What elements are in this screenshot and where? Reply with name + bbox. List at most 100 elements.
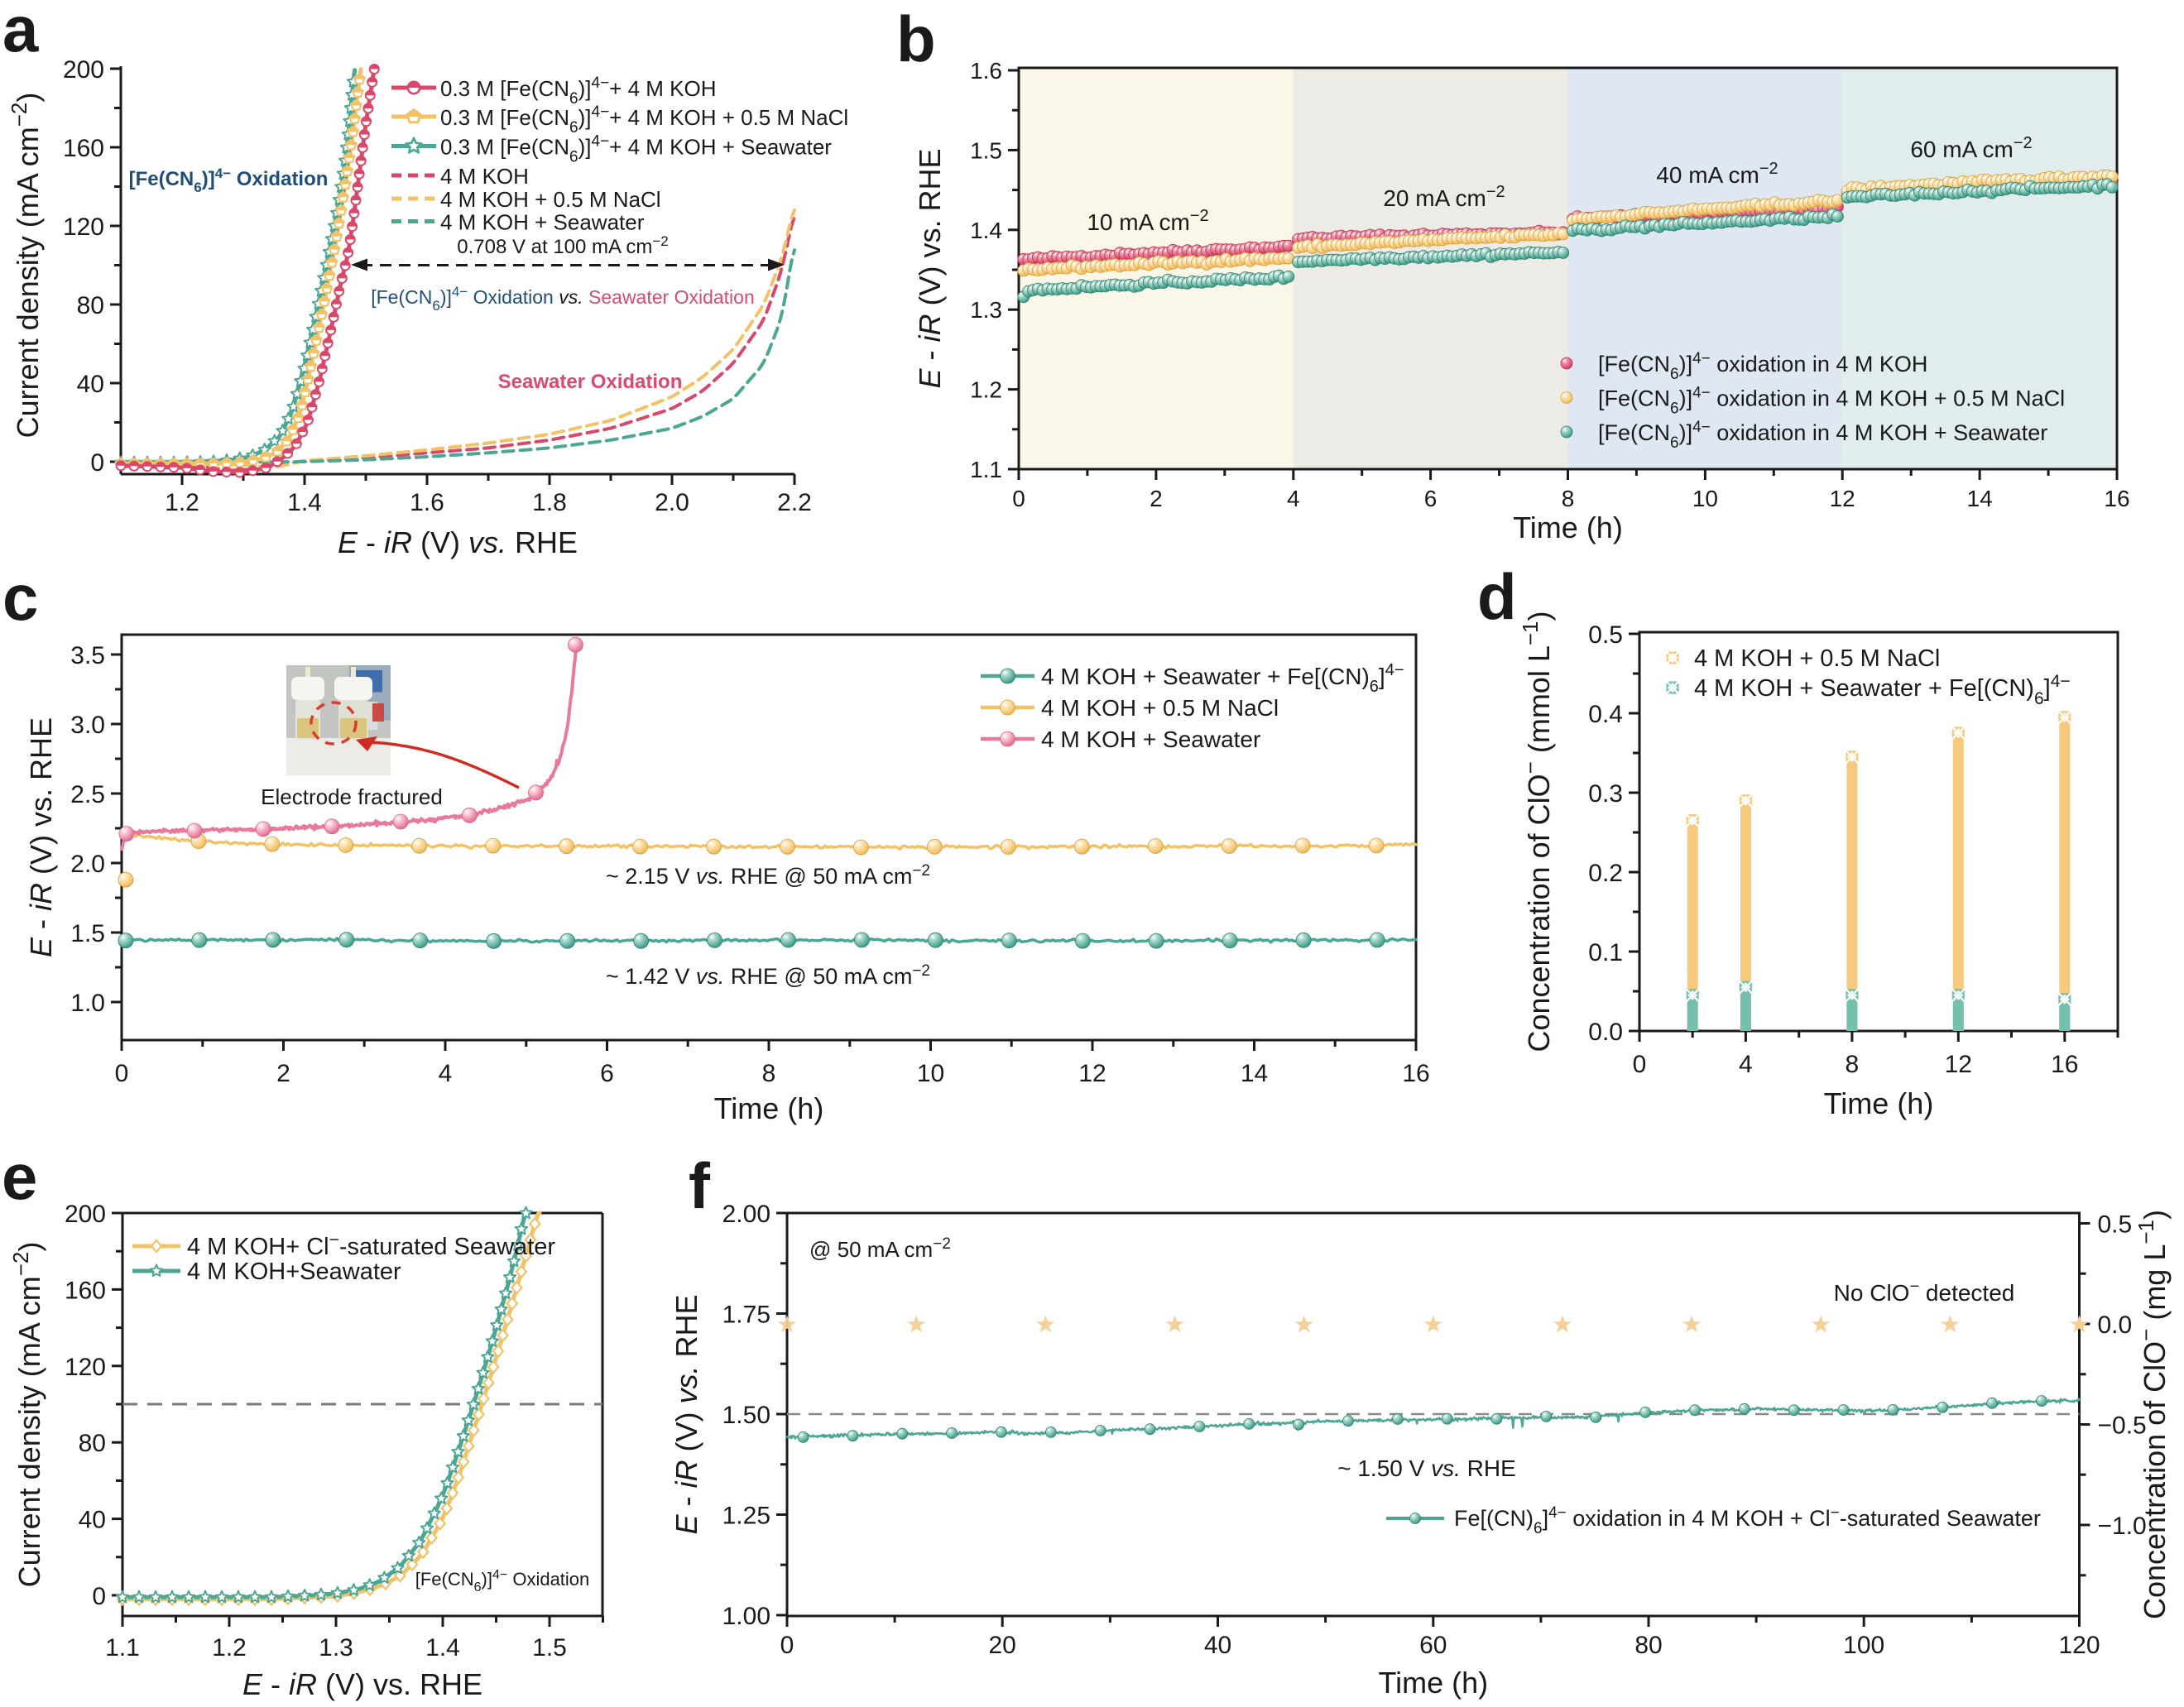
svg-text:4: 4 — [1287, 486, 1300, 511]
svg-text:E - iR (V) vs. RHE: E - iR (V) vs. RHE — [338, 525, 578, 559]
svg-text:4 M KOH + Seawater + Fe[(CN)6​: 4 M KOH + Seawater + Fe[(CN)6​]4−​ — [1041, 661, 1404, 696]
svg-text:160: 160 — [63, 135, 104, 162]
svg-text:120: 120 — [63, 213, 104, 241]
svg-text:0.5: 0.5 — [1588, 621, 1623, 649]
svg-text:1.2: 1.2 — [212, 1634, 247, 1661]
svg-text:6: 6 — [600, 1060, 614, 1087]
svg-text:40: 40 — [1204, 1632, 1231, 1659]
svg-text:[Fe(CN6​)]4−​ oxidation in 4 M: [Fe(CN6​)]4−​ oxidation in 4 M KOH — [1598, 350, 1927, 383]
svg-text:d: d — [1477, 560, 1517, 633]
svg-text:20 mA cm−2​: 20 mA cm−2​ — [1383, 183, 1505, 211]
svg-text:1.5: 1.5 — [970, 137, 1002, 163]
svg-text:40: 40 — [77, 371, 104, 398]
svg-text:60: 60 — [1419, 1632, 1447, 1659]
svg-text:2.2: 2.2 — [777, 489, 812, 516]
svg-text:Time (h): Time (h) — [1824, 1086, 1934, 1120]
svg-text:4 M KOH + Seawater: 4 M KOH + Seawater — [1041, 726, 1260, 752]
svg-text:8: 8 — [1562, 486, 1575, 511]
svg-text:2.00: 2.00 — [722, 1201, 770, 1228]
svg-text:0.3 M [Fe(CN6​)]4−​+ 4 M KOH +: 0.3 M [Fe(CN6​)]4−​+ 4 M KOH + 0.5 M NaC… — [440, 103, 848, 137]
svg-text:2.0: 2.0 — [70, 851, 105, 878]
svg-text:E - iR (V) vs. RHE: E - iR (V) vs. RHE — [24, 717, 58, 957]
svg-text:[Fe(CN6​)]4−​ oxidation in 4 M: [Fe(CN6​)]4−​ oxidation in 4 M KOH + Sea… — [1598, 419, 2047, 452]
svg-text:10: 10 — [1692, 486, 1718, 511]
svg-text:E - iR (V) vs. RHE: E - iR (V) vs. RHE — [913, 148, 947, 388]
svg-text:40 mA cm−2​: 40 mA cm−2​ — [1656, 160, 1778, 188]
svg-text:[Fe(CN6​)]4−​ Oxidation vs. Se: [Fe(CN6​)]4−​ Oxidation vs. Seawater Oxi… — [371, 284, 755, 314]
svg-text:10 mA cm−2​: 10 mA cm−2​ — [1087, 207, 1208, 235]
svg-text:0.3: 0.3 — [1588, 780, 1623, 808]
svg-text:E - iR (V) vs. RHE: E - iR (V) vs. RHE — [670, 1294, 703, 1534]
svg-text:4 M KOH+ Cl−​-saturated Seawat: 4 M KOH+ Cl−​-saturated Seawater — [187, 1230, 555, 1260]
svg-text:0.3 M [Fe(CN6​)]4−​+ 4 M KOH: 0.3 M [Fe(CN6​)]4−​+ 4 M KOH — [440, 74, 717, 108]
svg-text:0.0: 0.0 — [2098, 1311, 2133, 1339]
svg-text:4 M KOH + Seawater + Fe[(CN)6​: 4 M KOH + Seawater + Fe[(CN)6​]4−​ — [1694, 672, 2071, 708]
svg-text:1.5: 1.5 — [70, 920, 105, 947]
svg-text:4 M KOH+Seawater: 4 M KOH+Seawater — [187, 1259, 401, 1285]
svg-text:Concentration of ClO−​ (mmol: Concentration of ClO−​ (mmol L−1​) — [1518, 611, 1556, 1052]
svg-text:0.0: 0.0 — [1588, 1019, 1623, 1046]
svg-text:1.75: 1.75 — [722, 1302, 770, 1329]
svg-text:8: 8 — [762, 1060, 776, 1087]
svg-text:4: 4 — [439, 1060, 453, 1087]
svg-text:2.0: 2.0 — [655, 489, 689, 516]
svg-text:1.3: 1.3 — [970, 297, 1002, 323]
svg-text:12: 12 — [1078, 1060, 1106, 1087]
svg-text:1.1: 1.1 — [970, 457, 1002, 482]
svg-text:16: 16 — [2051, 1051, 2078, 1078]
svg-text:1.4: 1.4 — [970, 218, 1002, 243]
svg-text:Time (h): Time (h) — [1513, 511, 1623, 544]
svg-text:1.3: 1.3 — [319, 1634, 353, 1661]
svg-text:~ 2.15 V vs. RHE @ 50 mA cm−2​: ~ 2.15 V vs. RHE @ 50 mA cm−2​ — [606, 862, 930, 889]
svg-text:1.6: 1.6 — [410, 489, 444, 516]
svg-text:4 M KOH + 0.5 M NaCl: 4 M KOH + 0.5 M NaCl — [1694, 645, 1940, 672]
svg-text:200: 200 — [65, 1201, 106, 1228]
svg-text:1.4: 1.4 — [287, 489, 322, 516]
svg-text:14: 14 — [1967, 486, 1993, 511]
svg-text:0: 0 — [90, 449, 104, 477]
svg-text:4 M KOH + 0.5 M NaCl: 4 M KOH + 0.5 M NaCl — [440, 187, 661, 212]
svg-text:Seawater Oxidation: Seawater Oxidation — [498, 371, 683, 393]
svg-text:−1.0: −1.0 — [2098, 1513, 2147, 1540]
svg-text:1.2: 1.2 — [165, 489, 199, 516]
svg-text:2.5: 2.5 — [70, 781, 105, 808]
svg-text:14: 14 — [1241, 1060, 1268, 1087]
svg-text:1.00: 1.00 — [722, 1603, 770, 1630]
svg-text:1.5: 1.5 — [532, 1634, 567, 1661]
svg-text:1.50: 1.50 — [722, 1402, 770, 1429]
svg-text:0.708 V at 100 mA cm−2​: 0.708 V at 100 mA cm−2​ — [457, 233, 669, 258]
svg-text:0.3 M [Fe(CN6​)]4−​+ 4 M KOH +: 0.3 M [Fe(CN6​)]4−​+ 4 M KOH + Seawater — [440, 133, 832, 166]
svg-text:a: a — [2, 0, 39, 65]
svg-text:Electrode fractured: Electrode fractured — [261, 784, 443, 809]
svg-text:[Fe(CN6​)]4−​ Oxidation: [Fe(CN6​)]4−​ Oxidation — [129, 165, 329, 195]
svg-text:120: 120 — [2058, 1632, 2100, 1659]
svg-text:Time (h): Time (h) — [1378, 1666, 1488, 1700]
svg-text:16: 16 — [2104, 486, 2129, 511]
svg-text:16: 16 — [1402, 1060, 1429, 1087]
svg-text:1.25: 1.25 — [722, 1503, 770, 1530]
svg-text:1.4: 1.4 — [425, 1634, 460, 1661]
svg-text:3.0: 3.0 — [70, 712, 105, 739]
svg-text:Current density (mA cm−2​): Current density (mA cm−2​) — [7, 93, 45, 439]
svg-text:8: 8 — [1846, 1051, 1860, 1078]
svg-text:b: b — [896, 2, 936, 75]
svg-text:6: 6 — [1424, 486, 1438, 511]
svg-text:0.2: 0.2 — [1588, 860, 1623, 887]
svg-text:10: 10 — [917, 1060, 944, 1087]
svg-text:200: 200 — [63, 56, 104, 84]
svg-text:100: 100 — [1843, 1632, 1884, 1659]
svg-text:1.2: 1.2 — [970, 377, 1002, 403]
svg-text:0: 0 — [1633, 1051, 1647, 1078]
svg-text:0: 0 — [1012, 486, 1025, 511]
svg-text:4: 4 — [1739, 1051, 1753, 1078]
svg-text:0: 0 — [780, 1632, 794, 1659]
svg-text:0.1: 0.1 — [1588, 939, 1623, 966]
svg-text:Current density (mA cm−2​): Current density (mA cm−2​) — [8, 1242, 46, 1588]
svg-text:Concentration of ClO−​ (mg L−: Concentration of ClO−​ (mg L−1​) — [2134, 1210, 2172, 1619]
svg-text:3.5: 3.5 — [70, 642, 105, 669]
svg-text:f: f — [689, 1149, 711, 1222]
svg-text:80: 80 — [77, 292, 104, 319]
svg-text:Fe[(CN)6​]4−​ oxidation in 4 M: Fe[(CN)6​]4−​ oxidation in 4 M KOH + Cl−… — [1454, 1504, 2041, 1537]
svg-text:0.5: 0.5 — [2098, 1211, 2133, 1239]
svg-text:No ClO−​ detected: No ClO−​ detected — [1834, 1278, 2015, 1306]
